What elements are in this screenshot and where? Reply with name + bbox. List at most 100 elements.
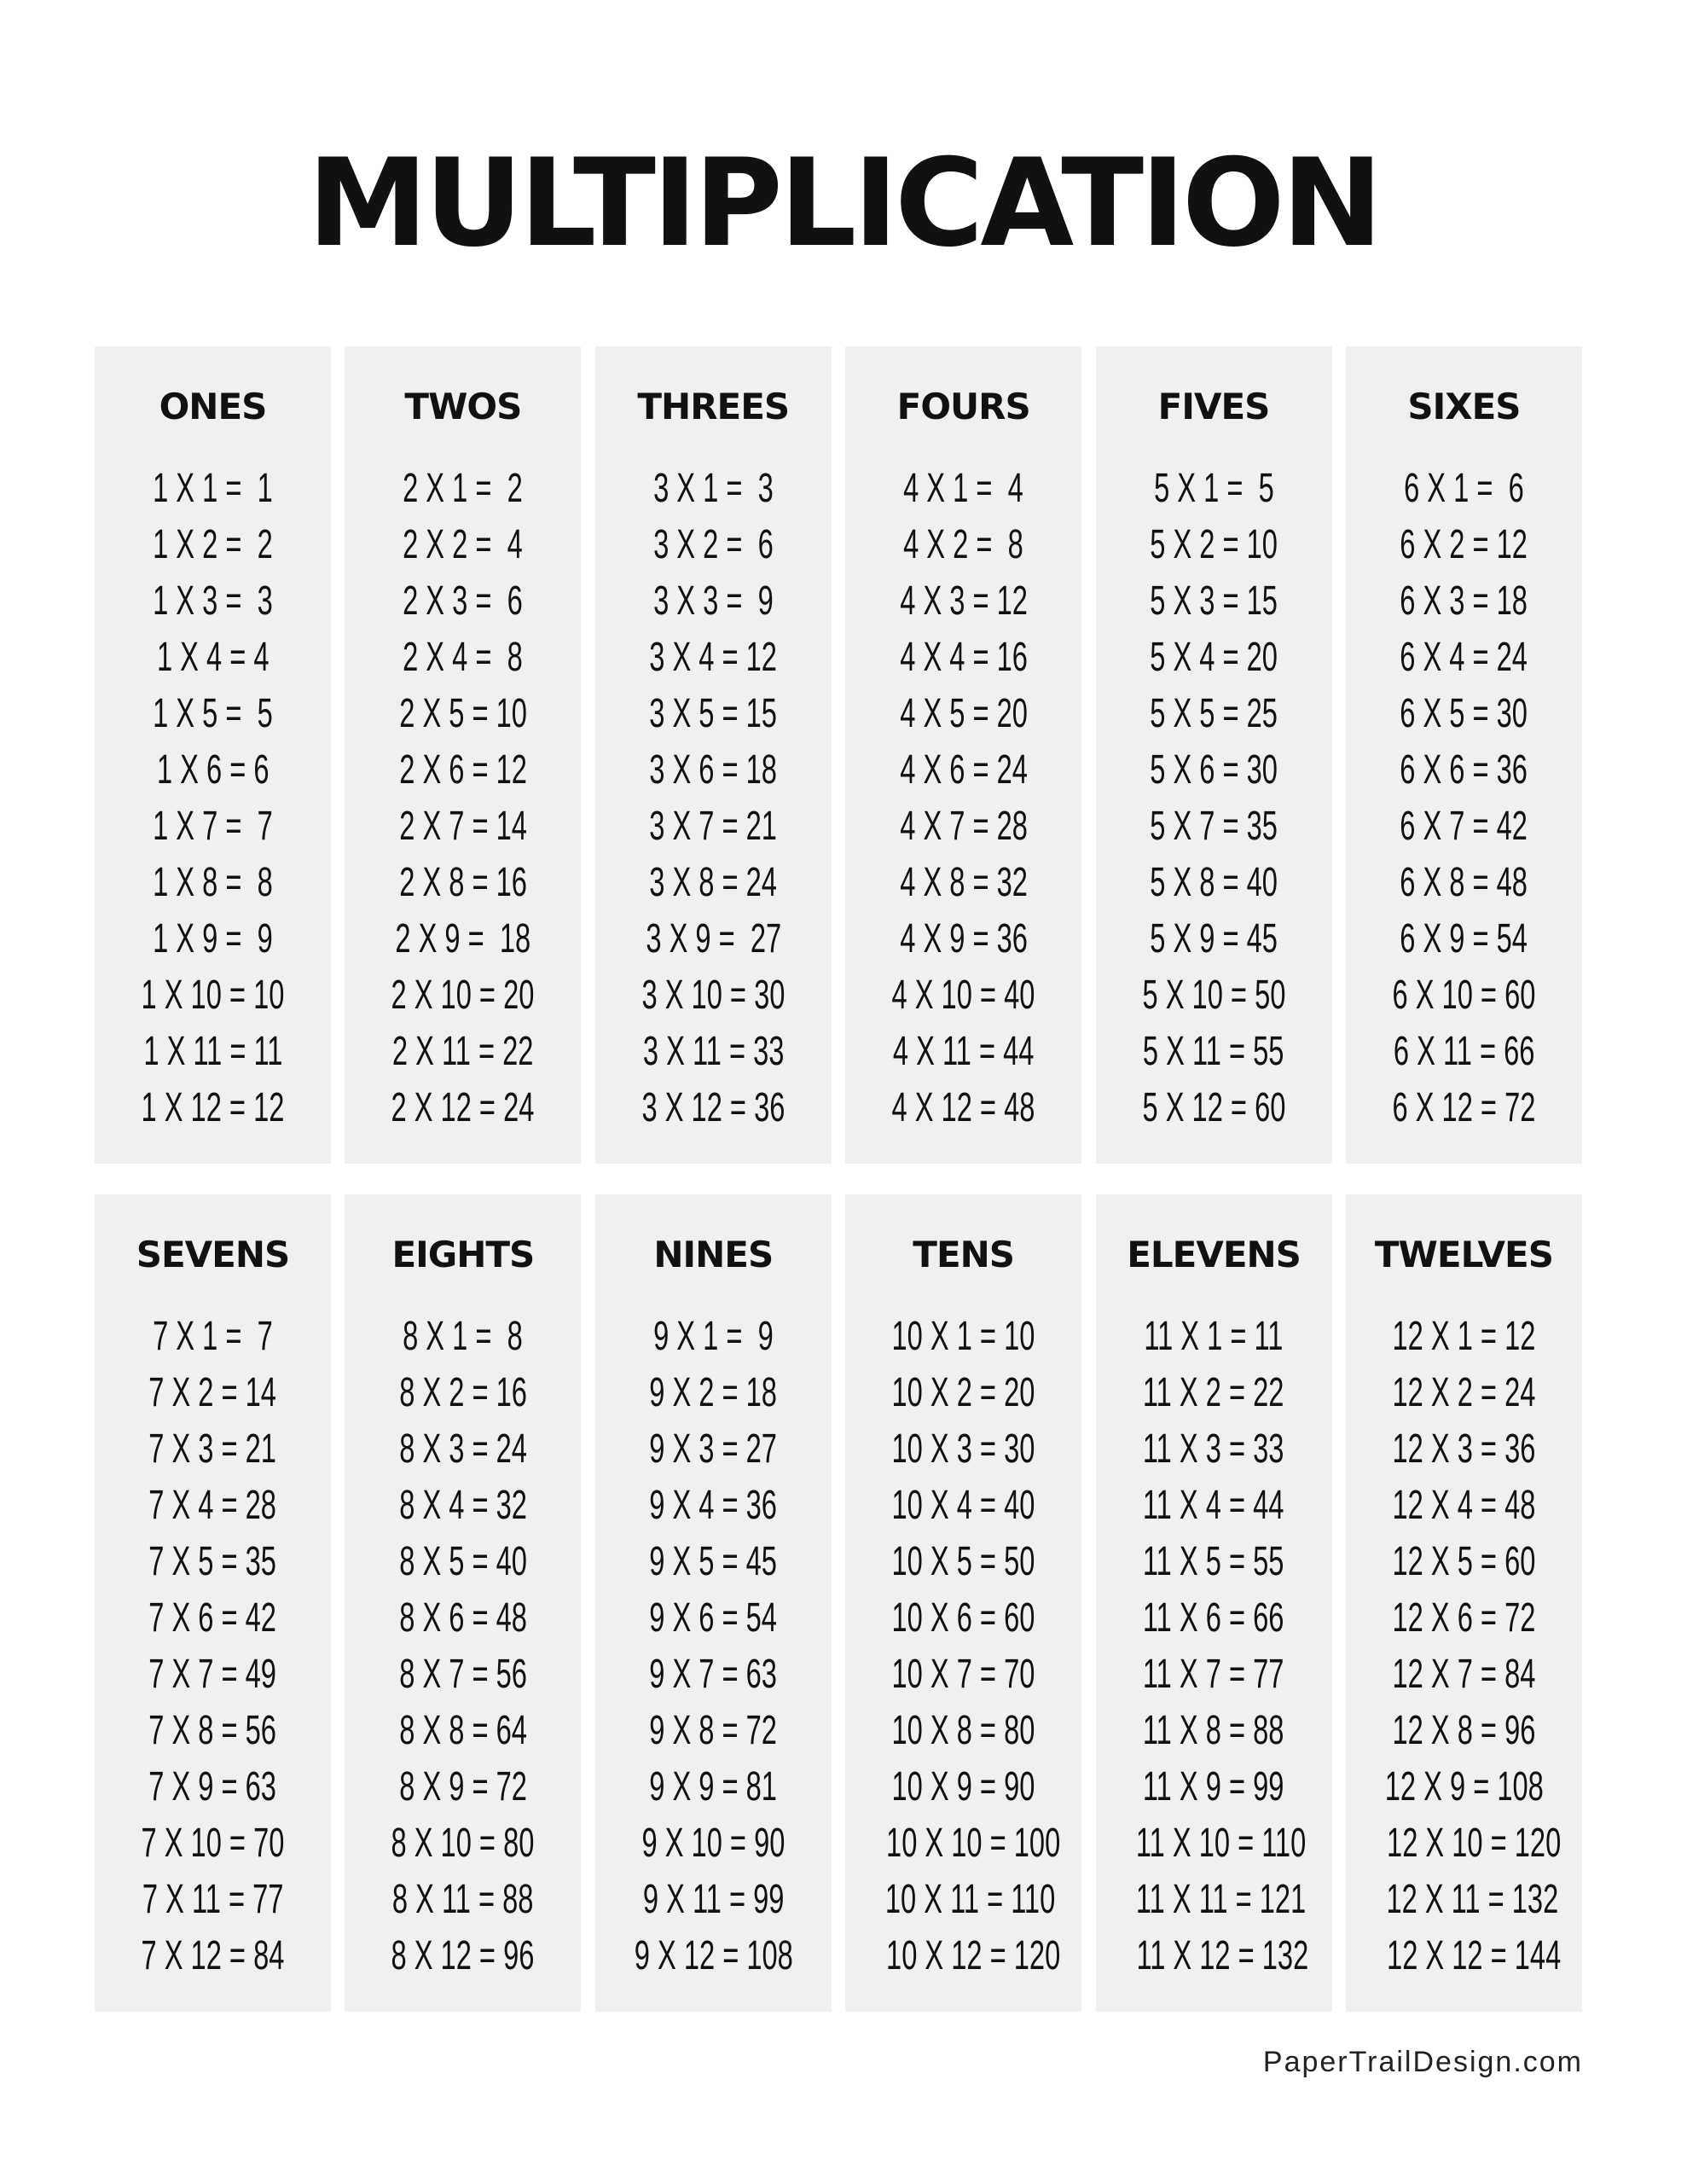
equation-text: 7 X 4 = 28 (148, 1483, 277, 1528)
equation-text: 3 X 8 = 24 (649, 860, 778, 905)
equation-text: 1 X 7 = 7 (153, 804, 273, 849)
table-row: 2 X 1 = 2 (345, 461, 581, 517)
equation-text: 2 X 8 = 16 (399, 860, 527, 905)
table-row: 7 X 11 = 77 (95, 1872, 331, 1928)
tables-grid: ONES 1 X 1 = 1 1 X 2 = 2 1 X 3 = 3 1 X 4 = 4… (95, 346, 1582, 2012)
table-heading: ONES (159, 386, 268, 427)
table-rows: 1 X 1 = 1 1 X 2 = 2 1 X 3 = 3 1 X 4 = 4 1 X … (95, 461, 331, 1136)
table-row: 12 X 8 = 96 (1346, 1703, 1582, 1759)
equation-text: 12 X 3 = 36 (1392, 1426, 1536, 1472)
table-row: 11 X 9 = 99 (1096, 1759, 1332, 1815)
equation-text: 6 X 3 = 18 (1400, 578, 1528, 624)
table-row: 9 X 6 = 54 (595, 1590, 832, 1647)
table-rows: 6 X 1 = 6 6 X 2 = 12 6 X 3 = 18 6 X 4 = 24 6… (1346, 461, 1582, 1136)
table-row: 9 X 8 = 72 (595, 1703, 832, 1759)
table-row: 5 X 1 = 5 (1096, 461, 1332, 517)
table-row: 2 X 4 = 8 (345, 630, 581, 686)
table-panel-twelves: TWELVES 12 X 1 = 12 12 X 2 = 24 12 X 3 = 36… (1345, 1194, 1582, 2012)
table-row: 3 X 12 = 36 (595, 1080, 832, 1136)
table-panel-fours: FOURS 4 X 1 = 4 4 X 2 = 8 4 X 3 = 12 4 X 4 =… (845, 346, 1082, 1164)
table-heading: SEVENS (136, 1234, 291, 1275)
equation-text: 4 X 2 = 8 (903, 522, 1023, 567)
table-row: 3 X 8 = 24 (595, 855, 832, 911)
footer-credit: PaperTrailDesign.com (1262, 2046, 1583, 2078)
equation-text: 7 X 3 = 21 (148, 1426, 277, 1472)
table-row: 10 X 6 = 60 (845, 1590, 1081, 1647)
equation-text: 8 X 12 = 96 (391, 1933, 535, 1978)
table-row: 10 X 11 = 110 (845, 1872, 1081, 1928)
equation-text: 2 X 6 = 12 (399, 747, 527, 793)
equation-text: 10 X 1 = 10 (891, 1314, 1035, 1359)
equation-text: 7 X 5 = 35 (148, 1539, 277, 1584)
table-row: 12 X 2 = 24 (1346, 1365, 1582, 1421)
table-row: 4 X 10 = 40 (845, 967, 1081, 1024)
table-row: 8 X 10 = 80 (345, 1815, 581, 1872)
equation-text: 10 X 11 = 110 (885, 1877, 1056, 1922)
table-panel-nines: NINES 9 X 1 = 9 9 X 2 = 18 9 X 3 = 27 9 X 4 … (594, 1194, 832, 2012)
equation-text: 4 X 3 = 12 (899, 578, 1028, 624)
table-row: 11 X 1 = 11 (1096, 1309, 1332, 1365)
equation-text: 11 X 10 = 110 (1135, 1821, 1306, 1866)
table-row: 5 X 3 = 15 (1096, 573, 1332, 630)
table-heading: TWOS (404, 386, 522, 427)
table-row: 11 X 2 = 22 (1096, 1365, 1332, 1421)
equation-text: 6 X 4 = 24 (1400, 635, 1528, 680)
equation-text: 12 X 2 = 24 (1392, 1370, 1536, 1415)
table-row: 9 X 12 = 108 (595, 1928, 832, 1984)
table-row: 3 X 3 = 9 (595, 573, 832, 630)
table-row: 9 X 5 = 45 (595, 1534, 832, 1590)
table-row: 8 X 4 = 32 (345, 1478, 581, 1534)
equation-text: 9 X 3 = 27 (649, 1426, 778, 1472)
table-row: 8 X 6 = 48 (345, 1590, 581, 1647)
equation-text: 4 X 7 = 28 (899, 804, 1028, 849)
equation-text: 6 X 5 = 30 (1400, 691, 1528, 736)
equation-text: 11 X 12 = 132 (1136, 1933, 1308, 1978)
equation-text: 6 X 9 = 54 (1400, 916, 1528, 961)
equation-text: 5 X 8 = 40 (1150, 860, 1278, 905)
equation-text: 3 X 1 = 3 (652, 466, 774, 511)
equation-text: 8 X 8 = 64 (399, 1708, 527, 1753)
equation-text: 2 X 9 = 18 (395, 916, 531, 961)
table-rows: 7 X 1 = 7 7 X 2 = 14 7 X 3 = 21 7 X 4 = 28 7… (95, 1309, 331, 1984)
table-row: 7 X 9 = 63 (95, 1759, 331, 1815)
equation-text: 5 X 4 = 20 (1150, 635, 1278, 680)
table-row: 5 X 10 = 50 (1096, 967, 1332, 1024)
equation-text: 11 X 9 = 99 (1143, 1764, 1284, 1809)
equation-text: 3 X 9 = 27 (645, 916, 781, 961)
table-row: 4 X 8 = 32 (845, 855, 1081, 911)
equation-text: 1 X 2 = 2 (153, 522, 273, 567)
table-row: 3 X 11 = 33 (595, 1024, 832, 1080)
table-row: 1 X 8 = 8 (95, 855, 331, 911)
equation-text: 6 X 10 = 60 (1392, 973, 1536, 1018)
equation-text: 4 X 1 = 4 (903, 466, 1023, 511)
table-row: 2 X 2 = 4 (345, 517, 581, 573)
equation-text: 9 X 10 = 90 (641, 1821, 786, 1866)
equation-text: 11 X 11 = 121 (1135, 1877, 1306, 1922)
equation-text: 9 X 12 = 108 (634, 1933, 793, 1978)
table-row: 1 X 1 = 1 (95, 461, 331, 517)
equation-text: 6 X 8 = 48 (1400, 860, 1528, 905)
equation-text: 4 X 9 = 36 (899, 916, 1028, 961)
table-row: 1 X 12 = 12 (95, 1080, 331, 1136)
table-row: 6 X 6 = 36 (1346, 742, 1582, 799)
table-row: 11 X 6 = 66 (1096, 1590, 1332, 1647)
table-row: 7 X 4 = 28 (95, 1478, 331, 1534)
table-row: 1 X 9 = 9 (95, 911, 331, 967)
table-row: 9 X 2 = 18 (595, 1365, 832, 1421)
equation-text: 5 X 6 = 30 (1150, 747, 1278, 793)
table-row: 8 X 12 = 96 (345, 1928, 581, 1984)
equation-text: 5 X 11 = 55 (1143, 1029, 1284, 1074)
equation-text: 9 X 11 = 99 (642, 1877, 785, 1922)
table-rows: 5 X 1 = 5 5 X 2 = 10 5 X 3 = 15 5 X 4 = 20 5… (1096, 461, 1332, 1136)
table-rows: 12 X 1 = 12 12 X 2 = 24 12 X 3 = 36 12 X 4 … (1346, 1309, 1582, 1984)
table-row: 5 X 4 = 20 (1096, 630, 1332, 686)
equation-text: 5 X 10 = 50 (1142, 973, 1285, 1018)
table-row: 2 X 3 = 6 (345, 573, 581, 630)
table-panel-ones: ONES 1 X 1 = 1 1 X 2 = 2 1 X 3 = 3 1 X 4 = 4… (95, 346, 331, 1164)
equation-text: 6 X 12 = 72 (1392, 1085, 1536, 1130)
table-panel-fives: FIVES 5 X 1 = 5 5 X 2 = 10 5 X 3 = 15 5 X 4 … (1095, 346, 1332, 1164)
equation-text: 8 X 11 = 88 (392, 1877, 534, 1922)
equation-text: 8 X 6 = 48 (399, 1595, 527, 1641)
table-row: 3 X 5 = 15 (595, 686, 832, 742)
equation-text: 10 X 9 = 90 (891, 1764, 1035, 1809)
